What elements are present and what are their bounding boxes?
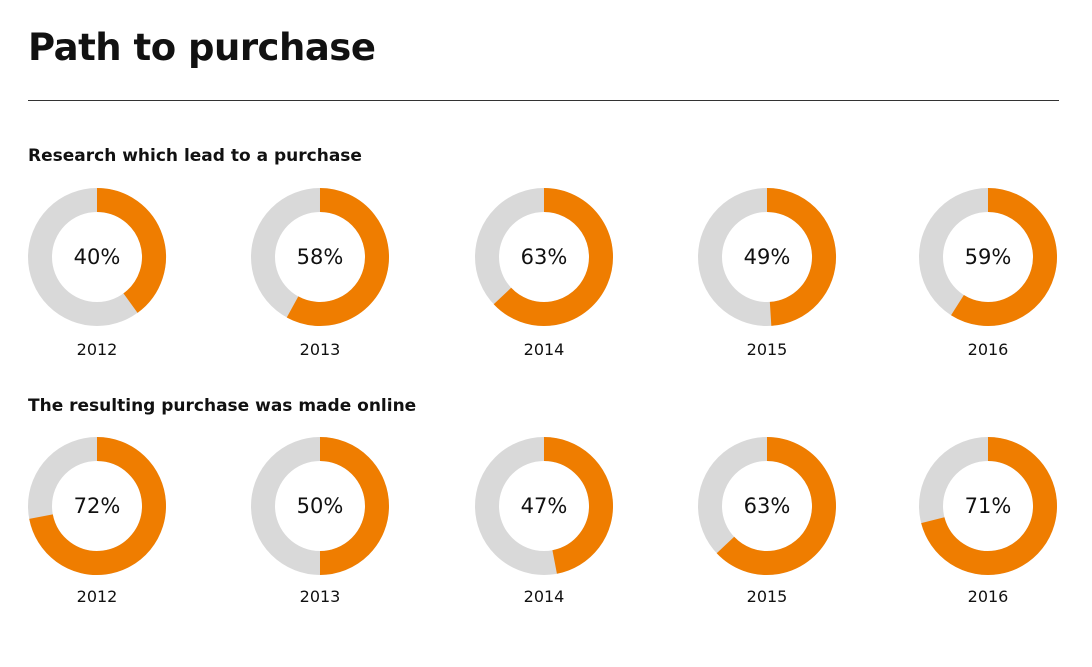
donut-year-label: 2016 xyxy=(968,340,1009,359)
donut-2015-row-1: 49% 2015 xyxy=(698,188,837,359)
donut-value-arc xyxy=(29,437,166,575)
donut-value-label: 40% xyxy=(74,245,121,269)
donut-value-label: 49% xyxy=(744,245,791,269)
donut-value-label: 59% xyxy=(965,245,1012,269)
donut-2016-row-1: 59% 2016 xyxy=(919,188,1057,359)
donut-value-arc xyxy=(921,437,1057,575)
donut-2015-row-2: 63% 2015 xyxy=(698,437,836,606)
donut-year-label: 2013 xyxy=(300,340,341,359)
donut-value-label: 63% xyxy=(744,494,791,518)
donut-year-label: 2012 xyxy=(77,587,118,606)
donut-2014-row-2: 47% 2014 xyxy=(475,437,613,606)
donut-2012-row-2: 72% 2012 xyxy=(28,437,166,606)
section-title-online: The resulting purchase was made online xyxy=(28,396,417,416)
title-divider xyxy=(28,100,1059,101)
donut-value-label: 50% xyxy=(297,494,344,518)
donut-2012-row-1: 40% 2012 xyxy=(28,188,166,359)
donut-year-label: 2015 xyxy=(747,587,788,606)
donut-value-arc xyxy=(716,437,836,575)
donut-2013-row-1: 58% 2013 xyxy=(251,188,389,359)
donut-year-label: 2013 xyxy=(300,587,341,606)
donut-value-arc xyxy=(951,188,1057,326)
donut-2016-row-2: 71% 2016 xyxy=(919,437,1057,606)
donut-year-label: 2015 xyxy=(747,340,788,359)
page-title: Path to purchase xyxy=(28,26,376,69)
donut-value-label: 58% xyxy=(297,245,344,269)
donut-value-arc xyxy=(286,188,389,326)
donut-year-label: 2016 xyxy=(968,587,1009,606)
donut-value-arc xyxy=(96,188,166,313)
donut-value-label: 72% xyxy=(74,494,121,518)
donut-value-label: 63% xyxy=(521,245,568,269)
donut-year-label: 2014 xyxy=(524,587,565,606)
donut-2014-row-1: 63% 2014 xyxy=(475,188,613,359)
donut-value-arc xyxy=(766,188,837,326)
donut-2013-row-2: 50% 2013 xyxy=(251,437,389,606)
donut-value-label: 47% xyxy=(521,494,568,518)
donut-year-label: 2012 xyxy=(77,340,118,359)
section-title-research: Research which lead to a purchase xyxy=(28,146,362,166)
donut-year-label: 2014 xyxy=(524,340,565,359)
donut-value-arc xyxy=(543,437,613,574)
donut-value-arc xyxy=(493,188,613,326)
donut-value-label: 71% xyxy=(965,494,1012,518)
donut-value-arc xyxy=(319,437,389,575)
